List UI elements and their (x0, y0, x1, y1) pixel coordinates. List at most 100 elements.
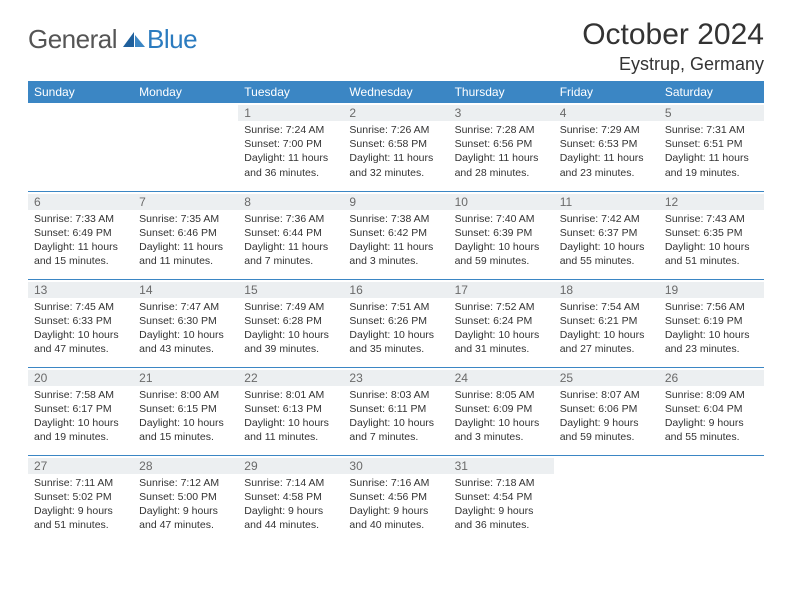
sunrise-text: Sunrise: 7:11 AM (34, 476, 127, 490)
calendar-table: SundayMondayTuesdayWednesdayThursdayFrid… (28, 81, 764, 543)
day-number: 25 (554, 370, 659, 386)
weekday-header: Saturday (659, 81, 764, 103)
calendar-cell: 7Sunrise: 7:35 AMSunset: 6:46 PMDaylight… (133, 191, 238, 279)
calendar-cell: 31 Sunrise: 7:18 AMSunset: 4:54 PMDayligh… (449, 455, 554, 543)
day-details: Sunrise: 7:33 AMSunset: 6:49 PMDaylight:… (34, 212, 127, 269)
daylight-text: Daylight: 10 hours and 15 minutes. (139, 416, 232, 444)
calendar-cell: 25Sunrise: 8:07 AMSunset: 6:06 PMDayligh… (554, 367, 659, 455)
calendar-cell: 23Sunrise: 8:03 AMSunset: 6:11 PMDayligh… (343, 367, 448, 455)
day-number: 11 (554, 194, 659, 210)
sunset-text: Sunset: 6:49 PM (34, 226, 127, 240)
day-details: Sunrise: 7:52 AMSunset: 6:24 PMDaylight:… (455, 300, 548, 357)
sunrise-text: Sunrise: 7:18 AM (455, 476, 548, 490)
day-details: Sunrise: 8:03 AMSunset: 6:11 PMDaylight:… (349, 388, 442, 445)
day-details: Sunrise: 7:12 AMSunset: 5:00 PMDaylight:… (139, 476, 232, 533)
weekday-header: Sunday (28, 81, 133, 103)
calendar-cell: 18Sunrise: 7:54 AMSunset: 6:21 PMDayligh… (554, 279, 659, 367)
sunrise-text: Sunrise: 7:40 AM (455, 212, 548, 226)
sunrise-text: Sunrise: 7:14 AM (244, 476, 337, 490)
sunset-text: Sunset: 4:54 PM (455, 490, 548, 504)
day-number: 21 (133, 370, 238, 386)
calendar-cell: 2 Sunrise: 7:26 AMSunset: 6:58 PMDaylight… (343, 103, 448, 191)
day-number: 3 (449, 105, 554, 121)
weekday-header: Tuesday (238, 81, 343, 103)
day-number: 12 (659, 194, 764, 210)
calendar-cell: 14Sunrise: 7:47 AMSunset: 6:30 PMDayligh… (133, 279, 238, 367)
day-details: Sunrise: 7:31 AMSunset: 6:51 PMDaylight:… (665, 123, 758, 180)
day-number: 19 (659, 282, 764, 298)
daylight-text: Daylight: 10 hours and 43 minutes. (139, 328, 232, 356)
table-row: ..1Sunrise: 7:24 AMSunset: 7:00 PMDaylig… (28, 103, 764, 191)
sunset-text: Sunset: 6:30 PM (139, 314, 232, 328)
sunset-text: Sunset: 6:42 PM (349, 226, 442, 240)
daylight-text: Daylight: 10 hours and 31 minutes. (455, 328, 548, 356)
sunrise-text: Sunrise: 7:36 AM (244, 212, 337, 226)
day-details: Sunrise: 8:01 AMSunset: 6:13 PMDaylight:… (244, 388, 337, 445)
day-details: Sunrise: 7:51 AMSunset: 6:26 PMDaylight:… (349, 300, 442, 357)
sunrise-text: Sunrise: 7:42 AM (560, 212, 653, 226)
daylight-text: Daylight: 10 hours and 27 minutes. (560, 328, 653, 356)
day-number: 18 (554, 282, 659, 298)
title-block: October 2024 Eystrup, Germany (582, 18, 764, 75)
sunset-text: Sunset: 6:06 PM (560, 402, 653, 416)
day-details: Sunrise: 7:16 AMSunset: 4:56 PMDaylight:… (349, 476, 442, 533)
calendar-cell: 24Sunrise: 8:05 AMSunset: 6:09 PMDayligh… (449, 367, 554, 455)
day-details: Sunrise: 7:26 AMSunset: 6:58 PMDaylight:… (349, 123, 442, 180)
sunset-text: Sunset: 6:33 PM (34, 314, 127, 328)
sunrise-text: Sunrise: 7:51 AM (349, 300, 442, 314)
day-details: Sunrise: 7:49 AMSunset: 6:28 PMDaylight:… (244, 300, 337, 357)
day-number: 26 (659, 370, 764, 386)
sunset-text: Sunset: 6:17 PM (34, 402, 127, 416)
calendar-cell: . (28, 103, 133, 191)
sunset-text: Sunset: 6:44 PM (244, 226, 337, 240)
daylight-text: Daylight: 10 hours and 11 minutes. (244, 416, 337, 444)
sunset-text: Sunset: 6:11 PM (349, 402, 442, 416)
daylight-text: Daylight: 11 hours and 3 minutes. (349, 240, 442, 268)
day-details: Sunrise: 7:24 AMSunset: 7:00 PMDaylight:… (244, 123, 337, 180)
sunset-text: Sunset: 6:56 PM (455, 137, 548, 151)
calendar-cell: 20Sunrise: 7:58 AMSunset: 6:17 PMDayligh… (28, 367, 133, 455)
sunrise-text: Sunrise: 7:16 AM (349, 476, 442, 490)
calendar-cell: 19 Sunrise: 7:56 AMSunset: 6:19 PMDayligh… (659, 279, 764, 367)
day-number: 4 (554, 105, 659, 121)
day-number: 9 (343, 194, 448, 210)
sunset-text: Sunset: 6:04 PM (665, 402, 758, 416)
day-number: 29 (238, 458, 343, 474)
daylight-text: Daylight: 11 hours and 11 minutes. (139, 240, 232, 268)
day-details: Sunrise: 7:40 AMSunset: 6:39 PMDaylight:… (455, 212, 548, 269)
day-number: 22 (238, 370, 343, 386)
day-details: Sunrise: 7:28 AMSunset: 6:56 PMDaylight:… (455, 123, 548, 180)
sunrise-text: Sunrise: 7:26 AM (349, 123, 442, 137)
day-number: 31 (449, 458, 554, 474)
day-number: 2 (343, 105, 448, 121)
calendar-cell: 6Sunrise: 7:33 AMSunset: 6:49 PMDaylight… (28, 191, 133, 279)
daylight-text: Daylight: 11 hours and 23 minutes. (560, 151, 653, 179)
sunrise-text: Sunrise: 7:28 AM (455, 123, 548, 137)
daylight-text: Daylight: 9 hours and 36 minutes. (455, 504, 548, 532)
day-details: Sunrise: 7:43 AMSunset: 6:35 PMDaylight:… (665, 212, 758, 269)
daylight-text: Daylight: 10 hours and 51 minutes. (665, 240, 758, 268)
daylight-text: Daylight: 9 hours and 51 minutes. (34, 504, 127, 532)
weekday-header: Thursday (449, 81, 554, 103)
day-number: 8 (238, 194, 343, 210)
sunset-text: Sunset: 4:58 PM (244, 490, 337, 504)
calendar-cell: 26Sunrise: 8:09 AMSunset: 6:04 PMDayligh… (659, 367, 764, 455)
day-details: Sunrise: 7:56 AMSunset: 6:19 PMDaylight:… (665, 300, 758, 357)
sunset-text: Sunset: 6:53 PM (560, 137, 653, 151)
sunrise-text: Sunrise: 7:54 AM (560, 300, 653, 314)
daylight-text: Daylight: 11 hours and 36 minutes. (244, 151, 337, 179)
daylight-text: Daylight: 9 hours and 47 minutes. (139, 504, 232, 532)
sunrise-text: Sunrise: 8:03 AM (349, 388, 442, 402)
sunrise-text: Sunrise: 7:38 AM (349, 212, 442, 226)
calendar-body: ..1Sunrise: 7:24 AMSunset: 7:00 PMDaylig… (28, 103, 764, 543)
sunset-text: Sunset: 5:02 PM (34, 490, 127, 504)
logo-word-general: General (28, 24, 117, 55)
sunset-text: Sunset: 6:51 PM (665, 137, 758, 151)
sunset-text: Sunset: 6:13 PM (244, 402, 337, 416)
daylight-text: Daylight: 11 hours and 19 minutes. (665, 151, 758, 179)
sunrise-text: Sunrise: 8:00 AM (139, 388, 232, 402)
day-details: Sunrise: 8:05 AMSunset: 6:09 PMDaylight:… (455, 388, 548, 445)
calendar-cell: . (659, 455, 764, 543)
daylight-text: Daylight: 9 hours and 44 minutes. (244, 504, 337, 532)
page-title: October 2024 (582, 18, 764, 52)
